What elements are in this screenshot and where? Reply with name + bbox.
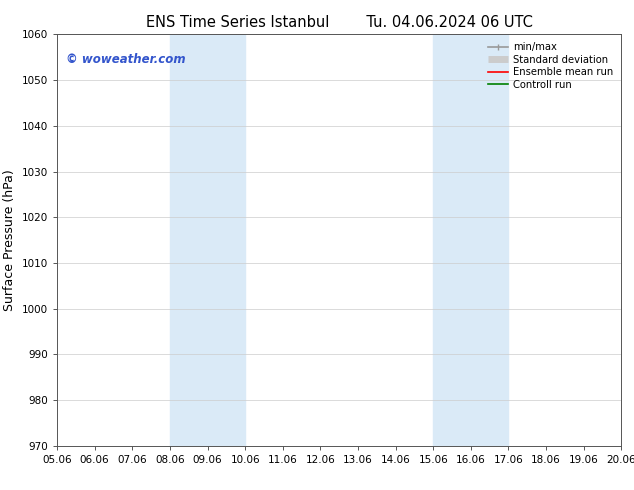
Legend: min/max, Standard deviation, Ensemble mean run, Controll run: min/max, Standard deviation, Ensemble me… [485, 39, 616, 93]
Y-axis label: Surface Pressure (hPa): Surface Pressure (hPa) [3, 169, 16, 311]
Bar [433, 34, 508, 446]
Bar [170, 34, 245, 446]
Text: © woweather.com: © woweather.com [65, 53, 185, 66]
Title: ENS Time Series Istanbul        Tu. 04.06.2024 06 UTC: ENS Time Series Istanbul Tu. 04.06.2024 … [146, 15, 533, 30]
